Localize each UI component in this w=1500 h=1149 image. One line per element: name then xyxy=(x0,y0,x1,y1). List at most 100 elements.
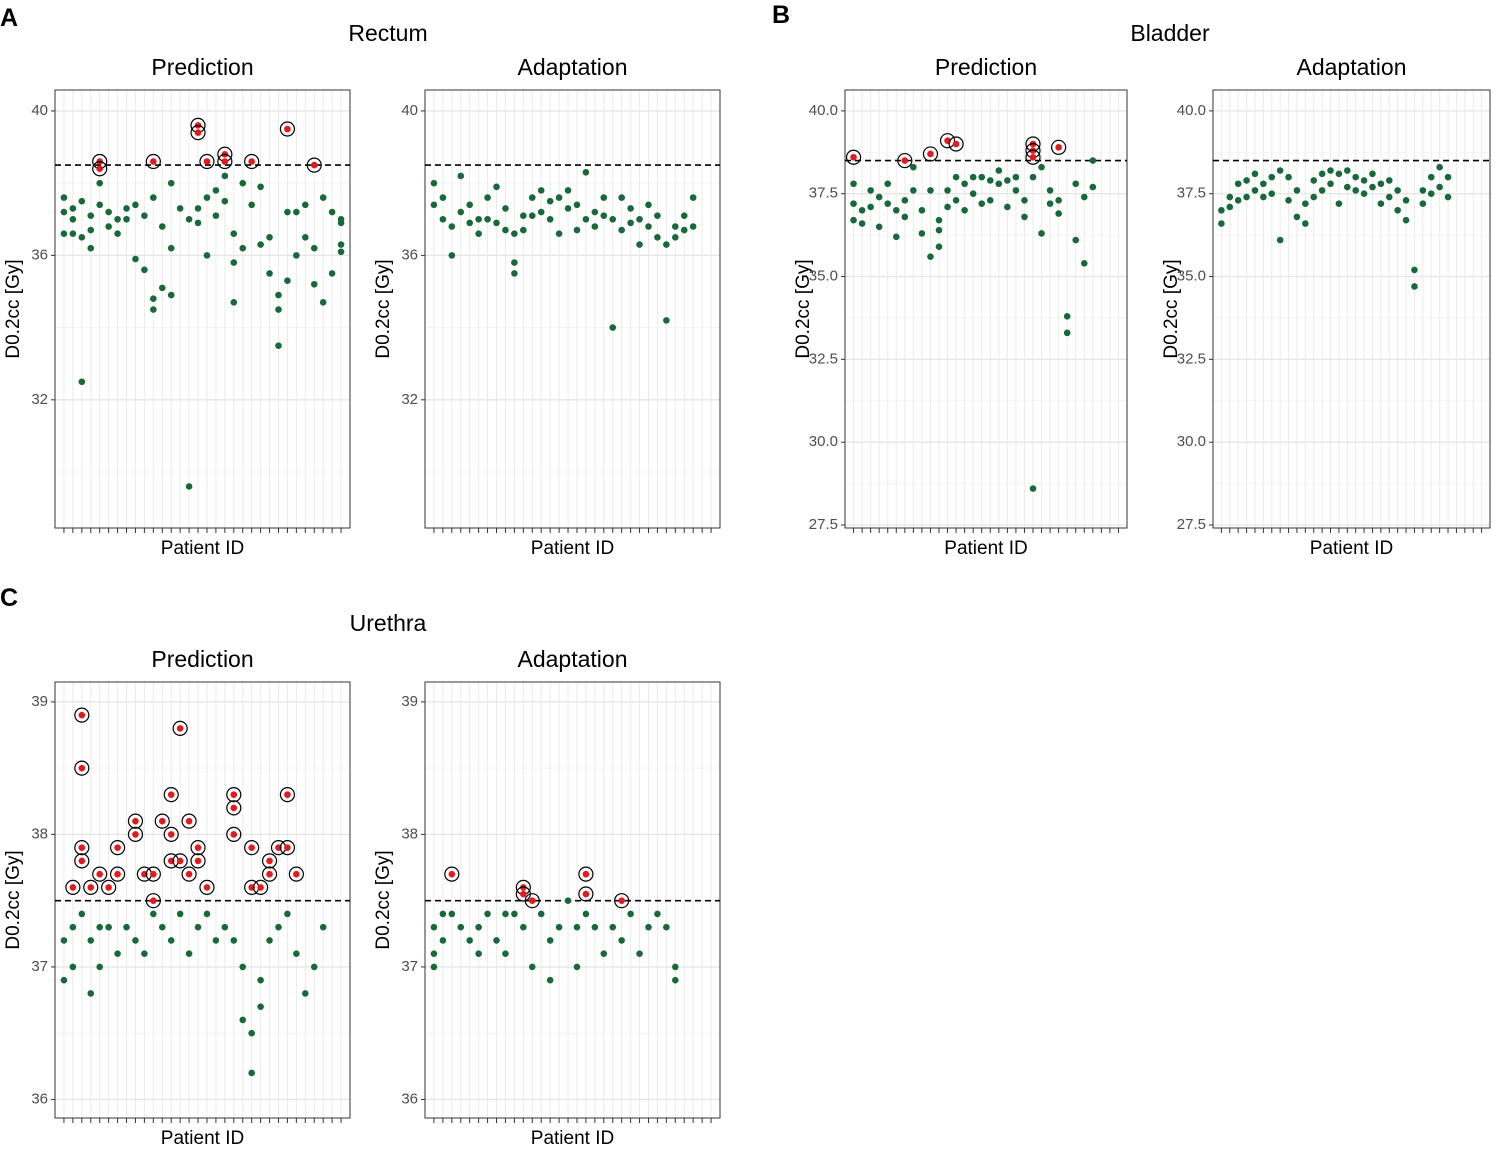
y-tick-label: 37 xyxy=(401,958,418,975)
highlight-ring xyxy=(109,840,126,856)
point xyxy=(901,197,909,204)
point xyxy=(141,212,148,219)
point xyxy=(203,252,211,259)
point xyxy=(328,208,336,216)
highlight-ring xyxy=(948,136,964,152)
highlight-ring xyxy=(199,153,215,170)
point xyxy=(927,187,934,194)
point xyxy=(448,910,456,918)
point xyxy=(537,187,545,194)
point xyxy=(1276,236,1284,244)
point xyxy=(511,230,518,238)
panel-letter: B xyxy=(772,1,790,29)
point xyxy=(850,153,857,161)
point xyxy=(961,206,968,214)
point xyxy=(150,870,157,878)
point xyxy=(257,183,264,191)
point xyxy=(582,215,590,223)
point xyxy=(636,215,643,223)
point xyxy=(123,215,130,223)
point xyxy=(502,205,509,212)
point xyxy=(337,219,345,227)
y-axis-label: D0.2cc [Gy] xyxy=(793,259,814,358)
point xyxy=(1352,187,1359,194)
point xyxy=(502,910,509,918)
point xyxy=(114,950,121,957)
point xyxy=(520,226,527,234)
highlight-ring xyxy=(226,800,242,816)
point xyxy=(123,923,130,931)
point xyxy=(927,253,934,260)
point xyxy=(952,173,960,181)
highlight-ring xyxy=(127,813,144,829)
y-tick-label: 36 xyxy=(401,246,418,263)
point xyxy=(284,791,291,798)
point xyxy=(266,937,273,944)
point xyxy=(439,215,447,223)
point xyxy=(555,923,563,931)
point xyxy=(78,197,86,205)
point xyxy=(1080,259,1088,267)
point xyxy=(328,270,336,277)
point xyxy=(600,194,608,201)
x-axis-label: Patient ID xyxy=(944,538,1027,559)
point xyxy=(430,963,438,971)
point xyxy=(1427,173,1435,181)
point xyxy=(1029,485,1037,492)
highlight-ring xyxy=(261,853,278,869)
group-title: Urethra xyxy=(350,610,427,636)
point xyxy=(167,937,175,944)
point xyxy=(132,817,139,825)
point xyxy=(132,255,139,263)
point xyxy=(266,234,273,241)
highlight-ring xyxy=(261,866,278,882)
point xyxy=(150,295,157,303)
y-tick-label: 37.5 xyxy=(809,185,838,202)
highlight-ring xyxy=(65,879,81,896)
point xyxy=(257,884,264,891)
point xyxy=(466,219,473,227)
point xyxy=(1243,177,1250,184)
point xyxy=(96,201,103,209)
highlight-ring xyxy=(74,707,90,723)
point xyxy=(910,187,917,194)
point xyxy=(293,208,300,216)
point xyxy=(609,215,617,223)
point xyxy=(167,791,175,798)
point xyxy=(302,201,309,209)
point xyxy=(430,950,438,957)
point xyxy=(995,180,1003,188)
point xyxy=(520,890,527,898)
point xyxy=(275,306,282,313)
point xyxy=(969,190,977,198)
y-axis-label: D0.2cc [Gy] xyxy=(373,850,394,949)
highlight-ring xyxy=(190,853,206,869)
panel-border xyxy=(424,89,721,529)
point xyxy=(248,1029,255,1037)
panel-title: Prediction xyxy=(935,54,1037,80)
point xyxy=(284,277,291,284)
point xyxy=(1218,206,1225,214)
point xyxy=(194,219,202,227)
point xyxy=(484,215,491,223)
point xyxy=(430,923,438,931)
point xyxy=(239,244,247,252)
point xyxy=(528,194,536,201)
highlight-ring xyxy=(190,840,206,856)
point xyxy=(448,870,456,878)
point xyxy=(935,216,943,224)
point xyxy=(493,937,500,944)
point xyxy=(528,963,536,971)
point xyxy=(1268,173,1276,181)
point xyxy=(1310,177,1318,184)
point xyxy=(230,230,238,238)
point xyxy=(310,280,318,288)
point xyxy=(986,197,994,204)
point xyxy=(185,870,193,878)
point xyxy=(1402,197,1410,204)
point xyxy=(528,212,536,219)
point xyxy=(221,197,229,205)
point xyxy=(275,923,282,931)
point xyxy=(1444,173,1452,181)
y-axis-label: D0.2cc [Gy] xyxy=(3,259,24,358)
